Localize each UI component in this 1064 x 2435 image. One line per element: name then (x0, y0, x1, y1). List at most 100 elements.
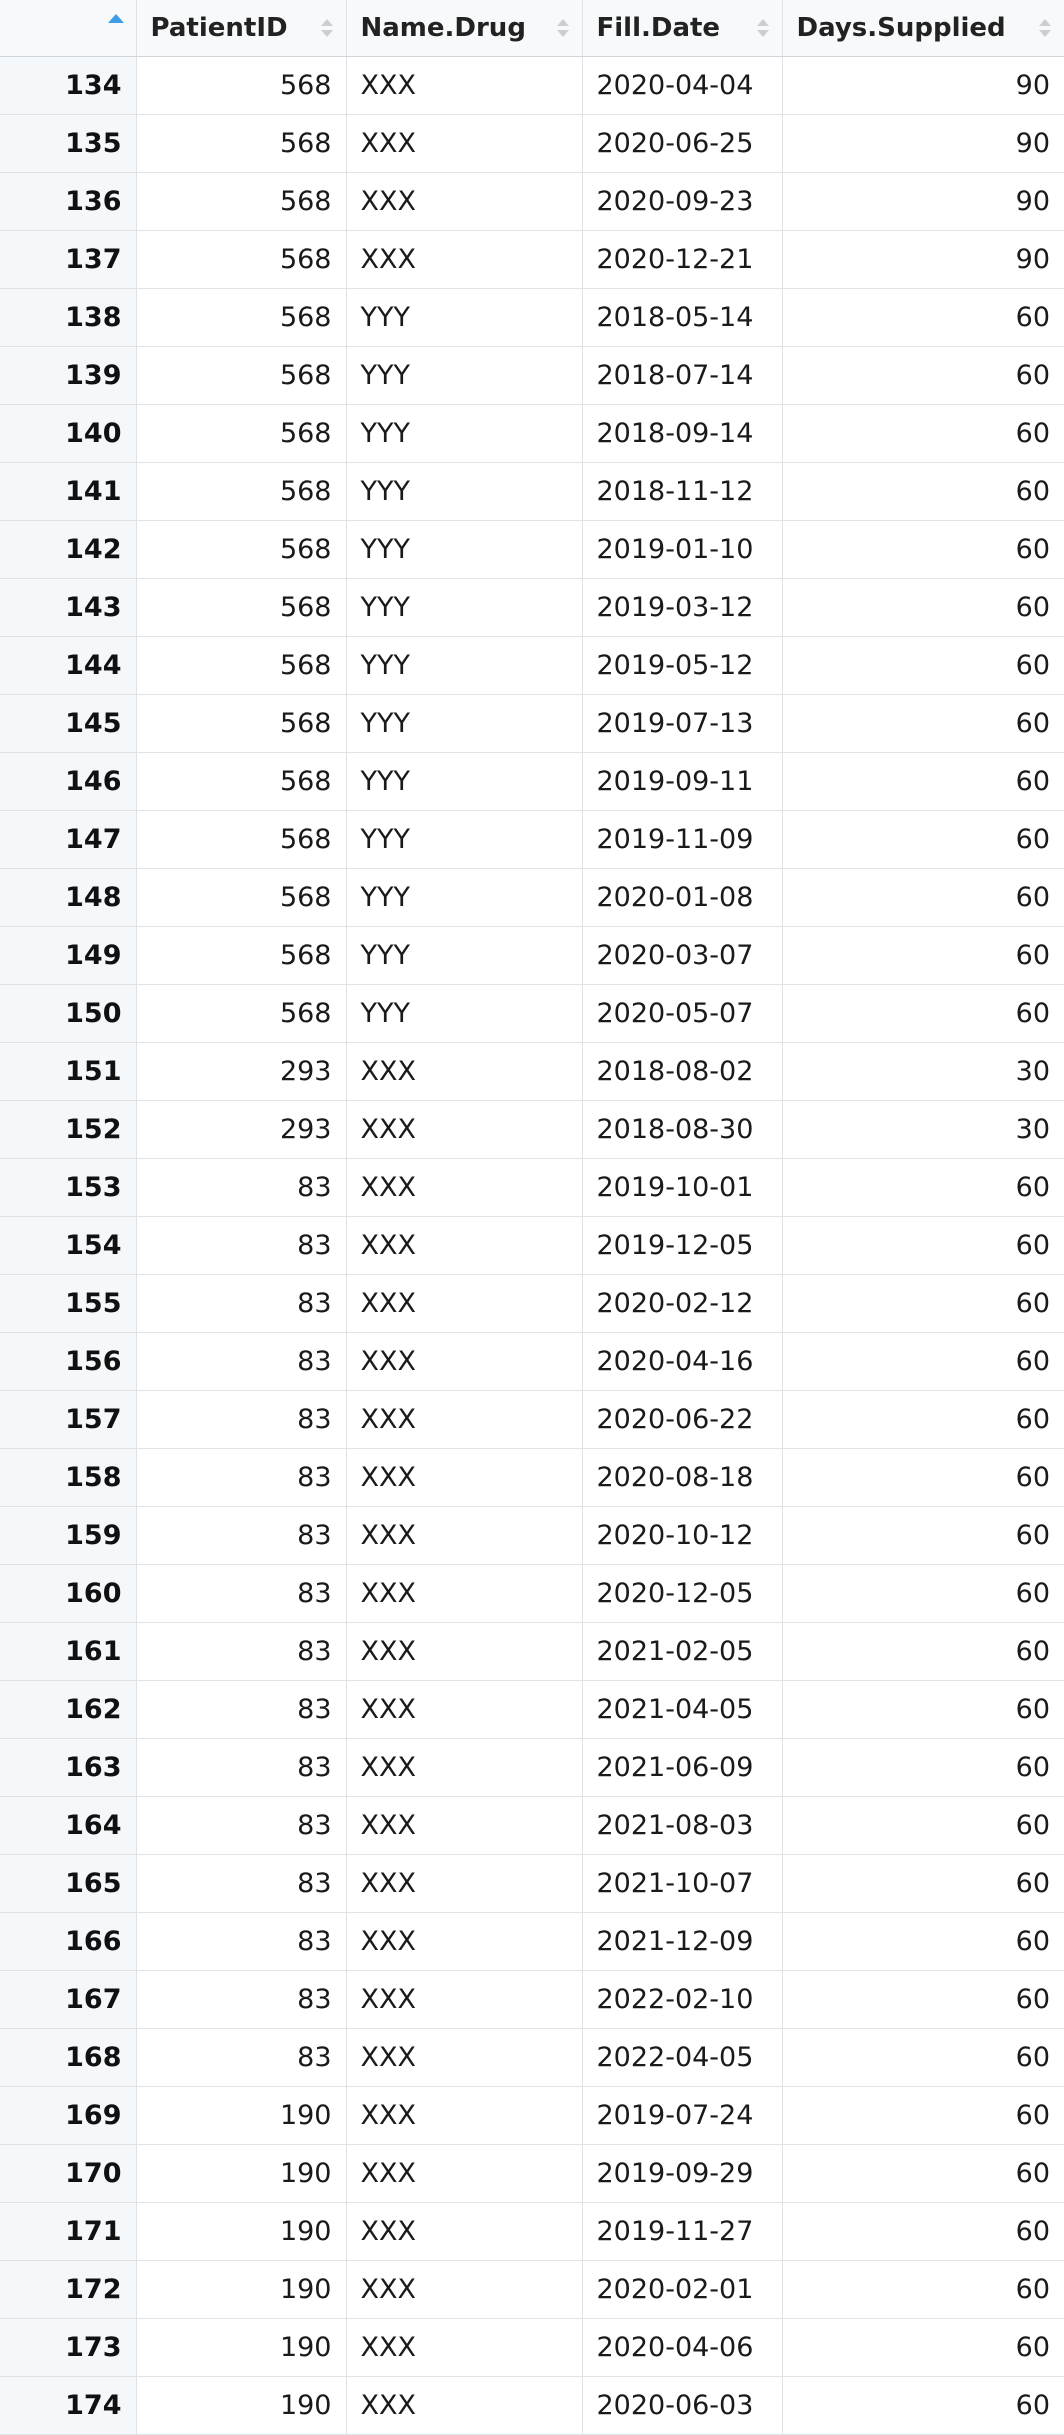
fill-date-cell: 2019-11-09 (582, 810, 783, 869)
table-row[interactable]: 134 568 XXX 2020-04-04 90 (0, 56, 1064, 115)
name-drug-cell: XXX (346, 1564, 583, 1623)
days-supplied-cell: 30 (782, 1100, 1064, 1159)
table-row[interactable]: 140 568 YYY 2018-09-14 60 (0, 404, 1064, 463)
table-row[interactable]: 163 83 XXX 2021-06-09 60 (0, 1738, 1064, 1797)
days-supplied-cell: 90 (782, 230, 1064, 289)
table-row[interactable]: 170 190 XXX 2019-09-29 60 (0, 2144, 1064, 2203)
table-row[interactable]: 172 190 XXX 2020-02-01 60 (0, 2260, 1064, 2319)
fill-date-cell: 2019-07-24 (582, 2086, 783, 2145)
name-drug-cell: XXX (346, 1448, 583, 1507)
row-index-cell: 138 (0, 288, 137, 347)
table-row[interactable]: 139 568 YYY 2018-07-14 60 (0, 346, 1064, 405)
days-supplied-cell: 60 (782, 1390, 1064, 1449)
row-index-cell: 160 (0, 1564, 137, 1623)
table-row[interactable]: 145 568 YYY 2019-07-13 60 (0, 694, 1064, 753)
table-row[interactable]: 142 568 YYY 2019-01-10 60 (0, 520, 1064, 579)
table-row[interactable]: 156 83 XXX 2020-04-16 60 (0, 1332, 1064, 1391)
table-row[interactable]: 144 568 YYY 2019-05-12 60 (0, 636, 1064, 695)
table-row[interactable]: 164 83 XXX 2021-08-03 60 (0, 1796, 1064, 1855)
patientid-cell: 83 (136, 1564, 347, 1623)
table-row[interactable]: 136 568 XXX 2020-09-23 90 (0, 172, 1064, 231)
table-row[interactable]: 157 83 XXX 2020-06-22 60 (0, 1390, 1064, 1449)
row-index-cell: 173 (0, 2318, 137, 2377)
fill-date-cell: 2019-07-13 (582, 694, 783, 753)
days-supplied-cell: 60 (782, 694, 1064, 753)
patientid-cell: 293 (136, 1100, 347, 1159)
table-row[interactable]: 169 190 XXX 2019-07-24 60 (0, 2086, 1064, 2145)
table-row[interactable]: 149 568 YYY 2020-03-07 60 (0, 926, 1064, 985)
column-header-patientid[interactable]: PatientID (136, 0, 347, 57)
column-header-days-supplied[interactable]: Days.Supplied (782, 0, 1064, 57)
table-row[interactable]: 160 83 XXX 2020-12-05 60 (0, 1564, 1064, 1623)
fill-date-cell: 2020-06-22 (582, 1390, 783, 1449)
days-supplied-cell: 60 (782, 810, 1064, 869)
table-row[interactable]: 148 568 YYY 2020-01-08 60 (0, 868, 1064, 927)
table-row[interactable]: 155 83 XXX 2020-02-12 60 (0, 1274, 1064, 1333)
table-row[interactable]: 165 83 XXX 2021-10-07 60 (0, 1854, 1064, 1913)
table-row[interactable]: 138 568 YYY 2018-05-14 60 (0, 288, 1064, 347)
table-row[interactable]: 143 568 YYY 2019-03-12 60 (0, 578, 1064, 637)
table-row[interactable]: 147 568 YYY 2019-11-09 60 (0, 810, 1064, 869)
name-drug-cell: XXX (346, 1216, 583, 1275)
table-row[interactable]: 153 83 XXX 2019-10-01 60 (0, 1158, 1064, 1217)
name-drug-cell: YYY (346, 346, 583, 405)
patientid-cell: 568 (136, 636, 347, 695)
table-row[interactable]: 159 83 XXX 2020-10-12 60 (0, 1506, 1064, 1565)
row-index-cell: 139 (0, 346, 137, 405)
table-row[interactable]: 161 83 XXX 2021-02-05 60 (0, 1622, 1064, 1681)
table-row[interactable]: 167 83 XXX 2022-02-10 60 (0, 1970, 1064, 2029)
table-row[interactable]: 158 83 XXX 2020-08-18 60 (0, 1448, 1064, 1507)
patientid-cell: 190 (136, 2260, 347, 2319)
fill-date-cell: 2019-10-01 (582, 1158, 783, 1217)
days-supplied-cell: 60 (782, 1448, 1064, 1507)
row-index-cell: 155 (0, 1274, 137, 1333)
name-drug-cell: XXX (346, 1738, 583, 1797)
table-row[interactable]: 168 83 XXX 2022-04-05 60 (0, 2028, 1064, 2087)
days-supplied-cell: 60 (782, 2376, 1064, 2435)
table-row[interactable]: 135 568 XXX 2020-06-25 90 (0, 114, 1064, 173)
days-supplied-cell: 60 (782, 1970, 1064, 2029)
row-index-cell: 144 (0, 636, 137, 695)
table-row[interactable]: 173 190 XXX 2020-04-06 60 (0, 2318, 1064, 2377)
table-row[interactable]: 154 83 XXX 2019-12-05 60 (0, 1216, 1064, 1275)
table-row[interactable]: 141 568 YYY 2018-11-12 60 (0, 462, 1064, 521)
name-drug-cell: XXX (346, 1680, 583, 1739)
name-drug-cell: YYY (346, 520, 583, 579)
name-drug-cell: YYY (346, 984, 583, 1043)
patientid-cell: 190 (136, 2318, 347, 2377)
table-row[interactable]: 146 568 YYY 2019-09-11 60 (0, 752, 1064, 811)
table-row[interactable]: 162 83 XXX 2021-04-05 60 (0, 1680, 1064, 1739)
column-header-name-drug[interactable]: Name.Drug (346, 0, 583, 57)
table-row[interactable]: 152 293 XXX 2018-08-30 30 (0, 1100, 1064, 1159)
days-supplied-cell: 60 (782, 752, 1064, 811)
row-index-cell: 150 (0, 984, 137, 1043)
row-index-cell: 149 (0, 926, 137, 985)
table-row[interactable]: 171 190 XXX 2019-11-27 60 (0, 2202, 1064, 2261)
fill-date-cell: 2021-06-09 (582, 1738, 783, 1797)
sort-ascending-icon (107, 14, 124, 23)
row-index-cell: 152 (0, 1100, 137, 1159)
name-drug-cell: XXX (346, 1042, 583, 1101)
row-index-cell: 145 (0, 694, 137, 753)
column-header-fill-date[interactable]: Fill.Date (582, 0, 783, 57)
row-index-cell: 143 (0, 578, 137, 637)
days-supplied-cell: 60 (782, 926, 1064, 985)
patientid-cell: 83 (136, 1796, 347, 1855)
fill-date-cell: 2022-02-10 (582, 1970, 783, 2029)
table-row[interactable]: 166 83 XXX 2021-12-09 60 (0, 1912, 1064, 1971)
column-header-label: Days.Supplied (796, 13, 1006, 43)
table-row[interactable]: 137 568 XXX 2020-12-21 90 (0, 230, 1064, 289)
table-row[interactable]: 174 190 XXX 2020-06-03 60 (0, 2376, 1064, 2435)
days-supplied-cell: 90 (782, 172, 1064, 231)
fill-date-cell: 2020-09-23 (582, 172, 783, 231)
name-drug-cell: XXX (346, 1100, 583, 1159)
name-drug-cell: XXX (346, 1390, 583, 1449)
table-row[interactable]: 151 293 XXX 2018-08-02 30 (0, 1042, 1064, 1101)
name-drug-cell: XXX (346, 172, 583, 231)
patientid-cell: 83 (136, 1854, 347, 1913)
patientid-cell: 83 (136, 1738, 347, 1797)
column-header-row-index[interactable] (0, 0, 137, 57)
patientid-cell: 568 (136, 578, 347, 637)
row-index-cell: 171 (0, 2202, 137, 2261)
table-row[interactable]: 150 568 YYY 2020-05-07 60 (0, 984, 1064, 1043)
